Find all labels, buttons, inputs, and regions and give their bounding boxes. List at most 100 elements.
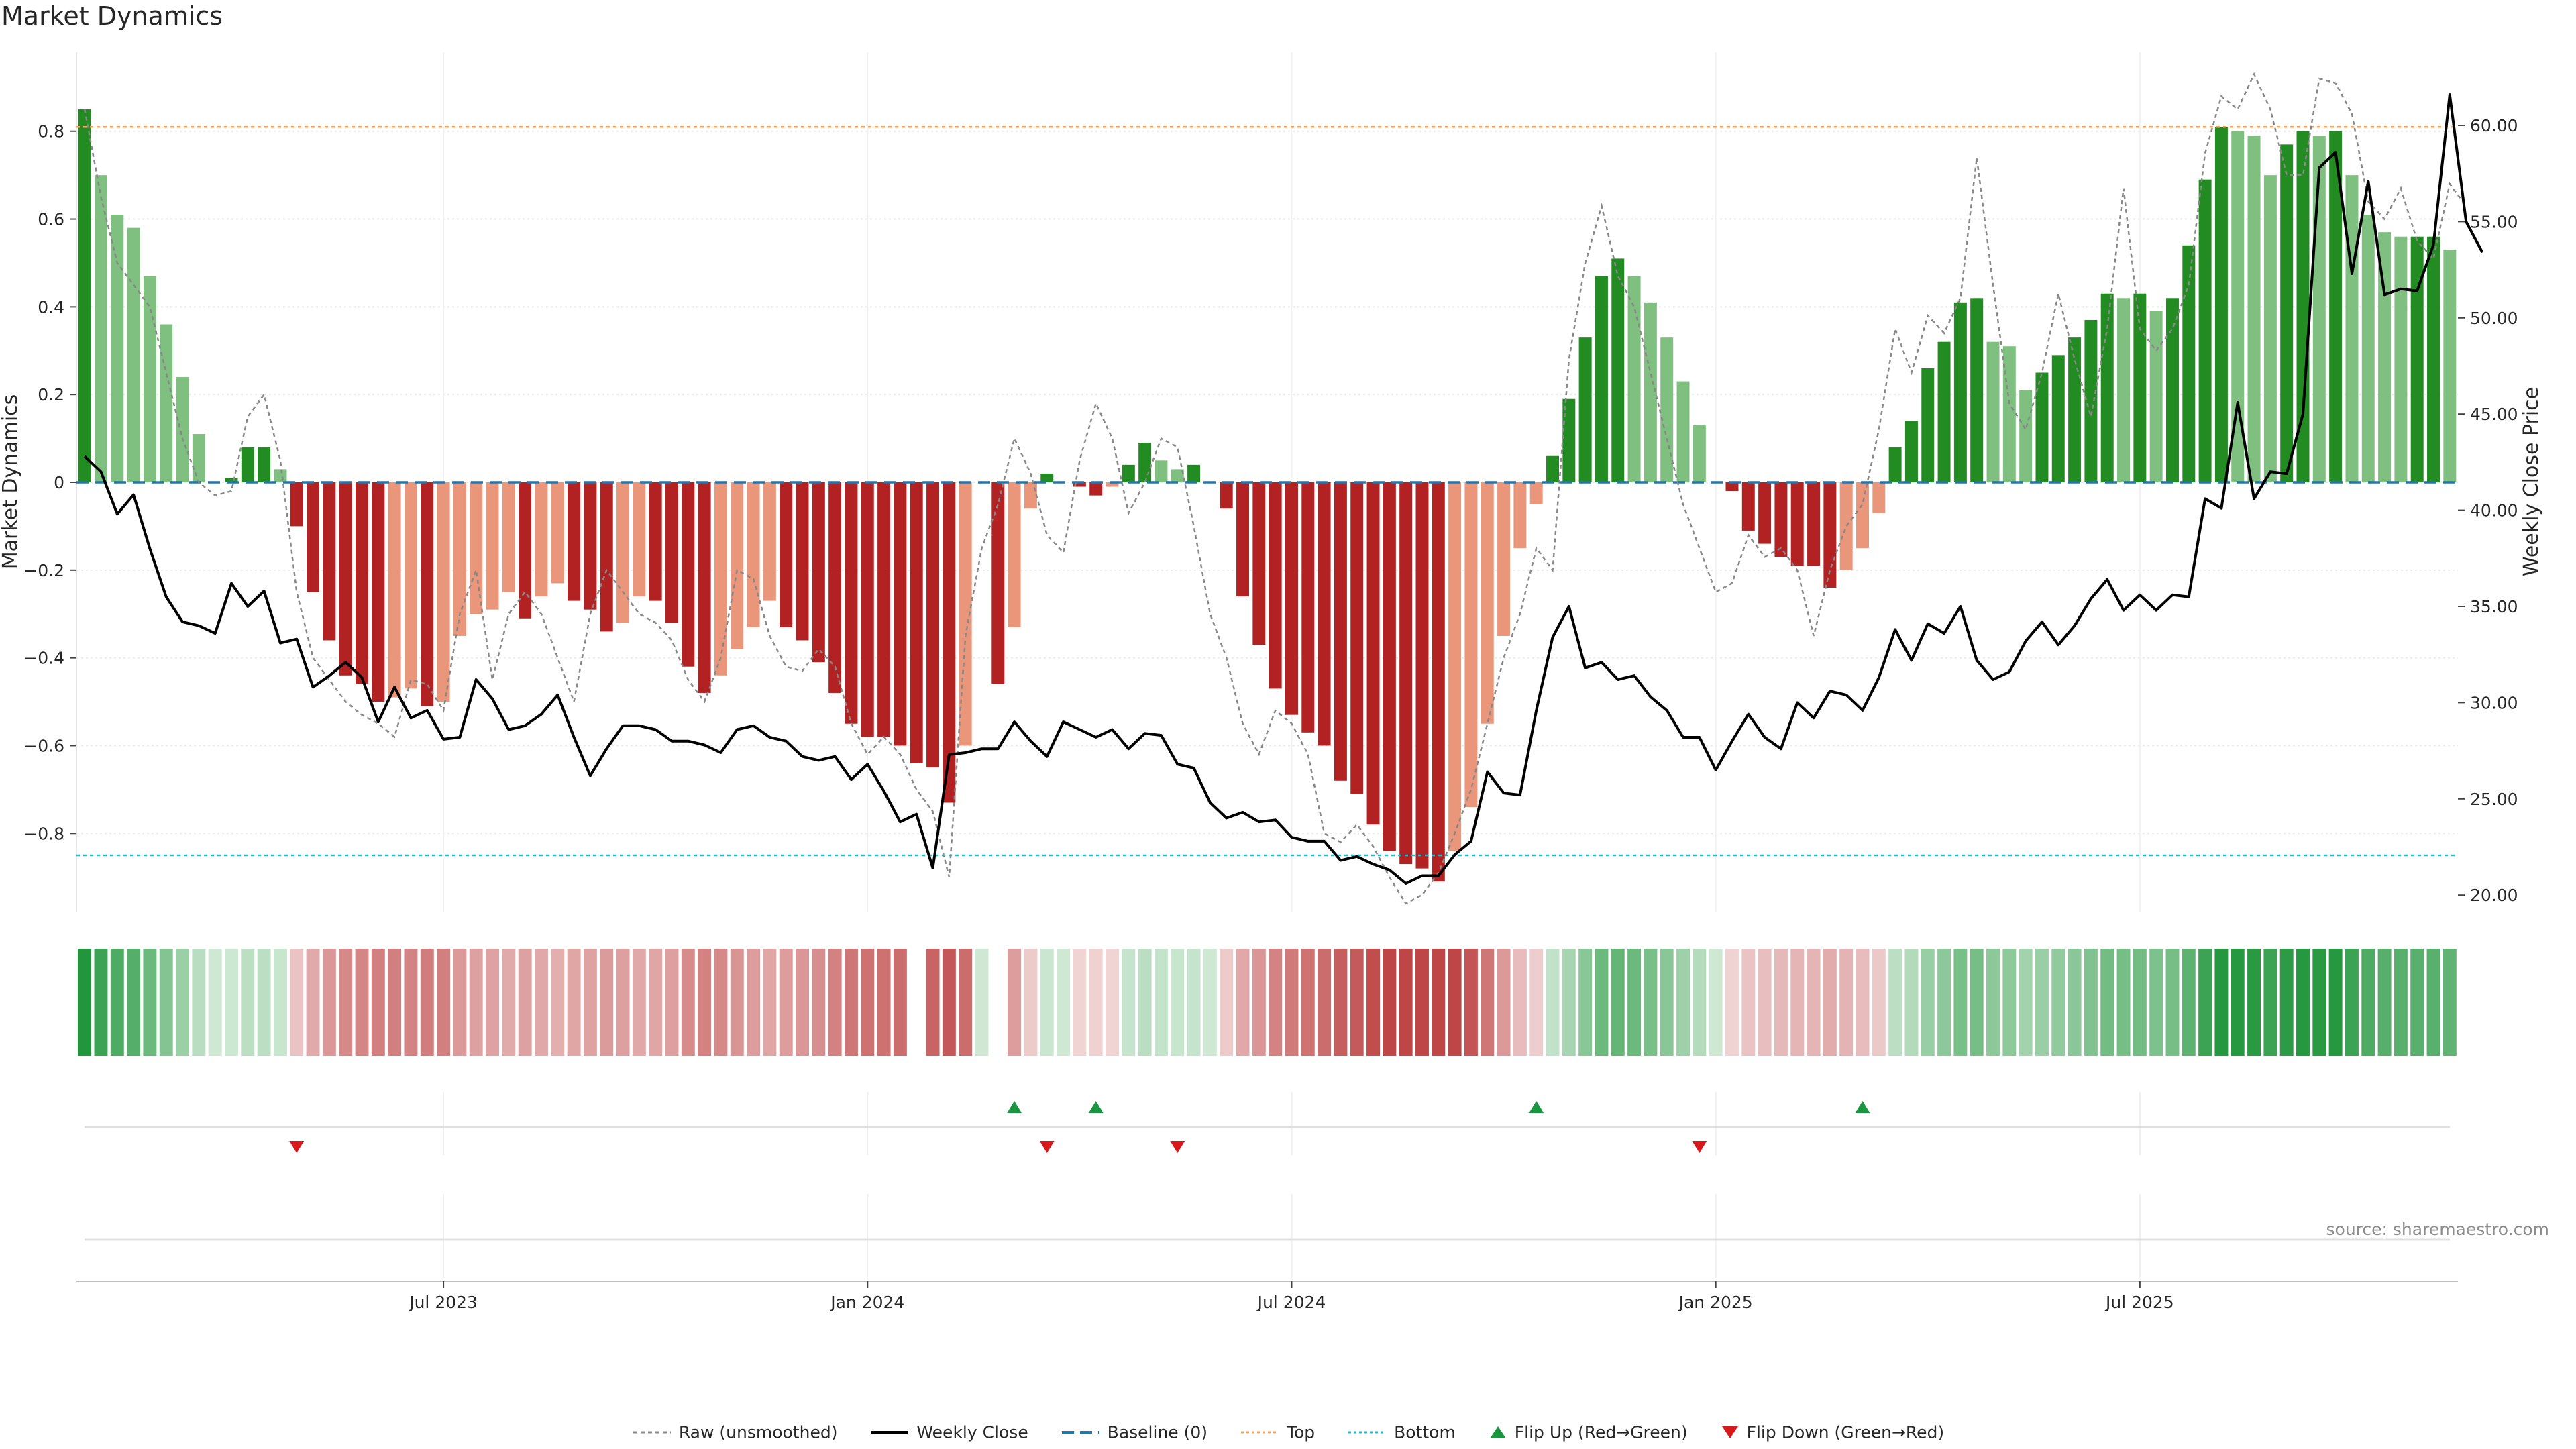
heat-cell [1562, 949, 1576, 1056]
dynamics-bar [1285, 482, 1298, 715]
heat-cell [1937, 949, 1951, 1056]
dynamics-bar [225, 478, 238, 482]
dynamics-bar [1741, 482, 1755, 531]
chart-title: Market Dynamics [1, 1, 223, 31]
heat-cell [1839, 949, 1854, 1056]
heat-cell [322, 949, 336, 1056]
y-left-tick-label: 0 [54, 473, 64, 492]
dynamics-bar [1155, 460, 1168, 482]
heat-cell [1350, 949, 1364, 1056]
dynamics-bar [926, 482, 940, 768]
dynamics-bar [665, 482, 678, 623]
dynamics-bar [453, 482, 466, 636]
dynamics-bar [1790, 482, 1804, 566]
heat-cell [926, 949, 940, 1056]
dynamics-bar [2410, 236, 2424, 482]
x-tick-label: Jul 2025 [2104, 1293, 2174, 1312]
heat-cell [306, 949, 320, 1056]
heat-cell [2377, 949, 2392, 1056]
heat-cell [1627, 949, 1642, 1056]
dynamics-bar [2214, 127, 2228, 483]
heat-cell [975, 949, 989, 1056]
heat-cell [1611, 949, 1625, 1056]
heat-cell [567, 949, 581, 1056]
legend-label-top: Top [1286, 1422, 1316, 1442]
dynamics-bar [437, 482, 450, 702]
legend-label-flip-down: Flip Down (Green→Red) [1746, 1422, 1945, 1442]
heat-cell [1888, 949, 1902, 1056]
dynamics-bar [2166, 298, 2179, 482]
heat-cell [551, 949, 565, 1056]
heat-cell [159, 949, 173, 1056]
heat-cell [1448, 949, 1462, 1056]
y-right-tick-label: 50.00 [2470, 309, 2518, 328]
heat-cell [812, 949, 826, 1056]
dynamics-bar [1953, 302, 1967, 482]
heat-cell [1709, 949, 1723, 1056]
heat-cell [2361, 949, 2375, 1056]
heat-cell [355, 949, 369, 1056]
heat-cell [1318, 949, 1332, 1056]
heat-cell [1921, 949, 1935, 1056]
heat-cell [1252, 949, 1266, 1056]
heat-cell [844, 949, 858, 1056]
dynamics-bar [1415, 482, 1429, 869]
dynamics-bar [502, 482, 515, 592]
flip-down-triangle-icon [1721, 1426, 1738, 1438]
dynamics-bars [78, 109, 2457, 882]
dynamics-bar [1432, 482, 1445, 882]
legend-label-flip-up: Flip Up (Red→Green) [1514, 1422, 1688, 1442]
flip-down-marker [1039, 1141, 1055, 1153]
x-tick-label: Jan 2024 [829, 1293, 904, 1312]
dynamics-bar [1823, 482, 1837, 588]
heat-cell [632, 949, 646, 1056]
dynamics-bar [1627, 276, 1641, 482]
close-line-swatch [871, 1430, 909, 1434]
legend-item-flip-up: Flip Up (Red→Green) [1488, 1421, 1688, 1442]
dynamics-bar [1318, 482, 1331, 746]
heat-cell [698, 949, 712, 1056]
dynamics-bar [1856, 482, 1869, 549]
dynamics-bar [1301, 482, 1315, 733]
heat-cell [78, 949, 92, 1056]
heat-cell [192, 949, 206, 1056]
dynamics-bar [698, 482, 711, 693]
dynamics-bar [2345, 175, 2359, 482]
heat-cell [1693, 949, 1707, 1056]
dynamics-bar [1187, 464, 1201, 482]
dynamics-bar [307, 482, 320, 592]
bottom-line-swatch [1348, 1431, 1387, 1434]
heat-cell [583, 949, 597, 1056]
dynamics-bar [763, 482, 776, 601]
dynamics-bar [845, 482, 858, 724]
heat-cell [1285, 949, 1299, 1056]
dynamics-bar [584, 482, 597, 610]
dynamics-bar [568, 482, 581, 601]
y-right-tick-label: 30.00 [2470, 693, 2518, 712]
flip-up-marker [1007, 1101, 1022, 1113]
dynamics-bar [828, 482, 842, 693]
heat-cell [1758, 949, 1772, 1056]
dynamics-bar [1252, 482, 1266, 645]
heat-cell [1953, 949, 1968, 1056]
heat-cell [1122, 949, 1136, 1056]
dynamics-bar [1904, 421, 1918, 482]
heat-cell [1089, 949, 1103, 1056]
dynamics-bar [1807, 482, 1821, 566]
dynamics-bar [894, 482, 907, 746]
dynamics-bar [2443, 250, 2457, 482]
heat-cell [2084, 949, 2098, 1056]
dynamics-bar [2247, 136, 2261, 482]
heat-cell [2133, 949, 2147, 1056]
dynamics-bar [2182, 245, 2196, 482]
dynamics-bar [2280, 144, 2294, 482]
heat-cell [518, 949, 532, 1056]
heat-cell [763, 949, 777, 1056]
heat-cell [535, 949, 548, 1056]
dynamics-bar [1497, 482, 1511, 636]
legend-label-raw: Raw (unsmoothed) [678, 1422, 838, 1442]
dynamics-bar [1334, 482, 1347, 781]
flip-down-marker [1170, 1141, 1185, 1153]
dynamics-bar [1644, 302, 1657, 482]
